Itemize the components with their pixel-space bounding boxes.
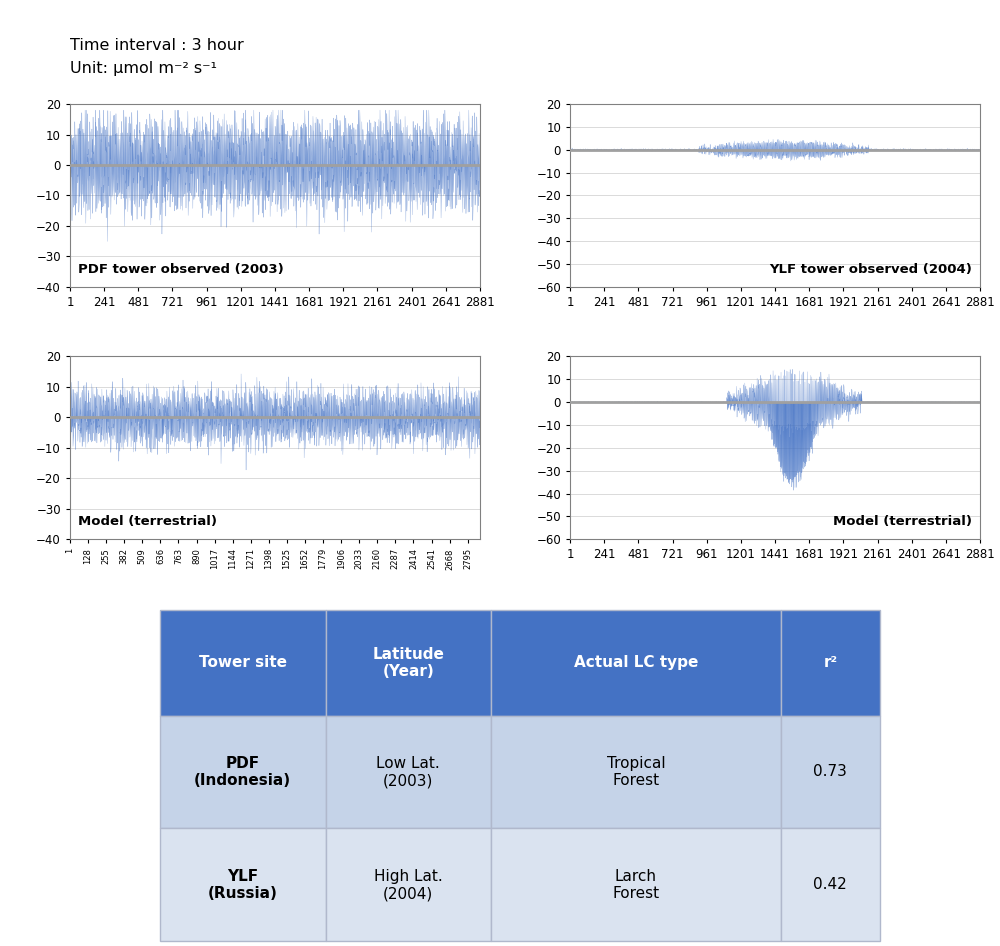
Text: Model (terrestrial): Model (terrestrial)	[78, 516, 217, 528]
Text: Model (terrestrial): Model (terrestrial)	[833, 516, 972, 528]
Text: YLF tower observed (2004): YLF tower observed (2004)	[769, 263, 972, 276]
Text: PDF tower observed (2003): PDF tower observed (2003)	[78, 263, 284, 276]
Text: Time interval : 3 hour: Time interval : 3 hour	[70, 38, 244, 53]
Text: Unit: μmol m⁻² s⁻¹: Unit: μmol m⁻² s⁻¹	[70, 61, 217, 77]
